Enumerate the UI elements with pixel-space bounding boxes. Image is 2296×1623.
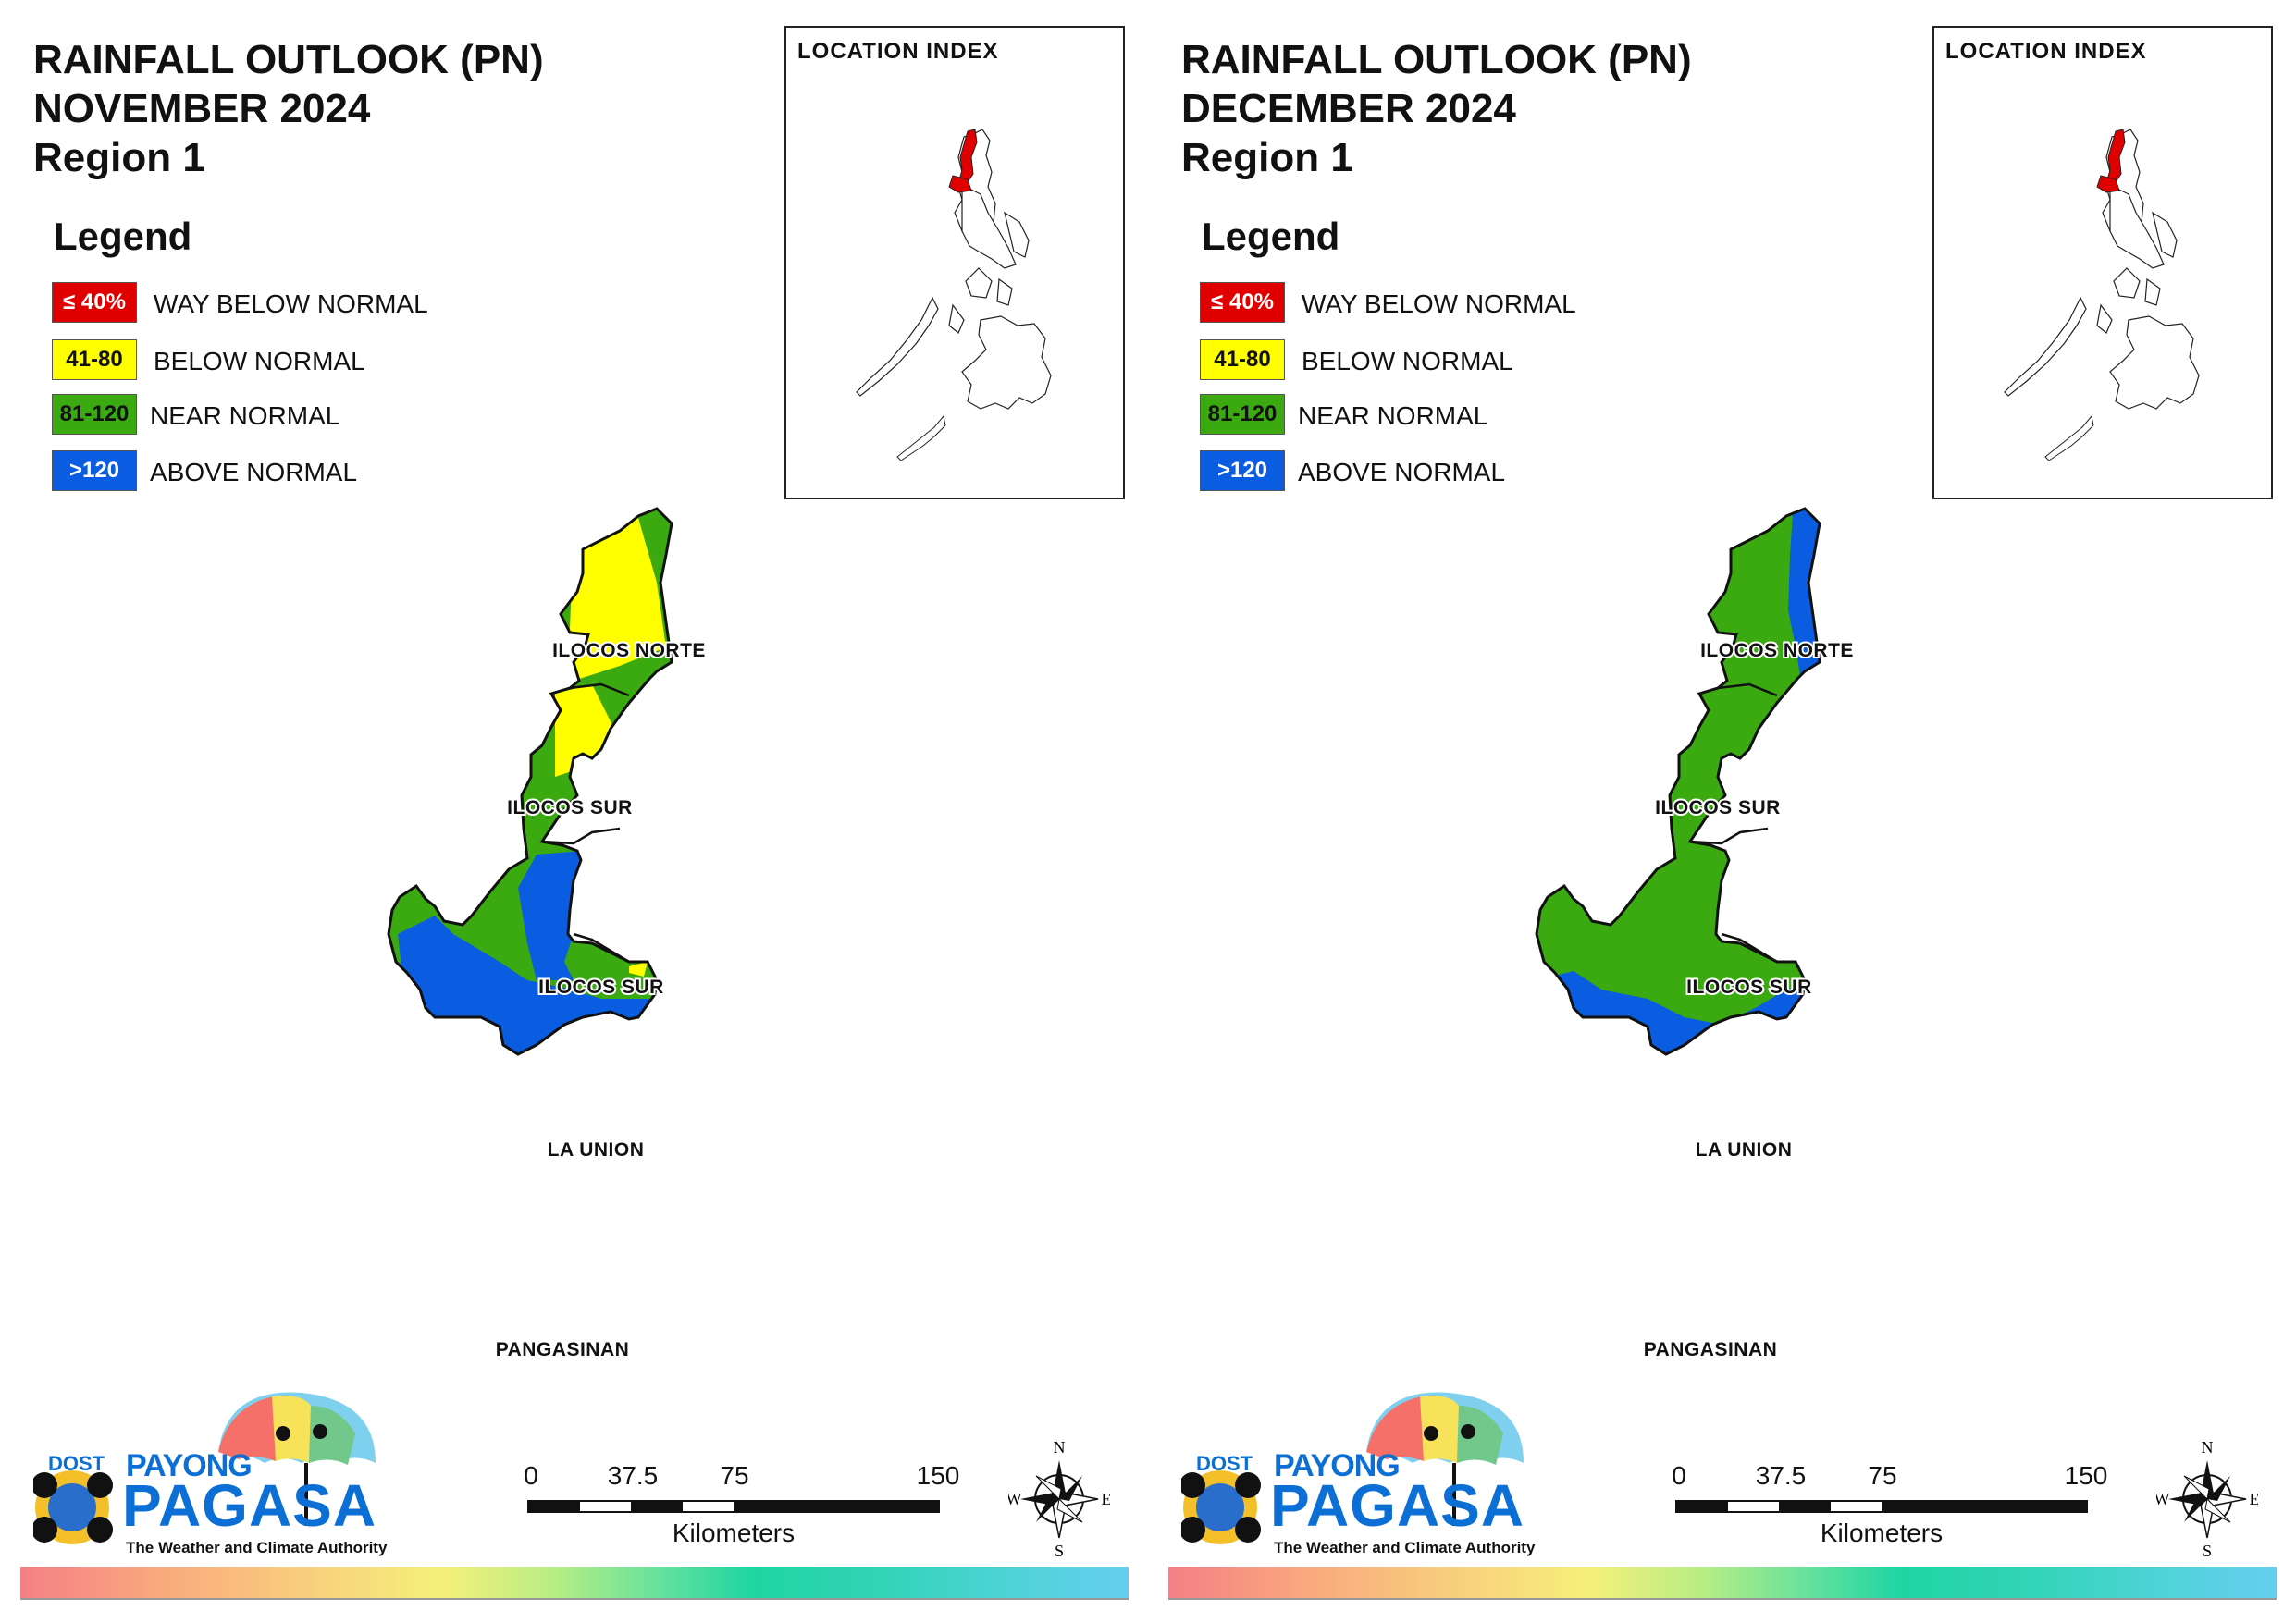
compass-w: W — [1008, 1490, 1022, 1508]
location-index-title: LOCATION INDEX — [797, 39, 999, 64]
province-label-pangasinan: PANGASINAN — [1644, 1339, 1778, 1360]
logo-payong-text: PAYONG — [126, 1448, 253, 1483]
scale-bar-graphic — [1675, 1500, 2088, 1513]
legend-label: ABOVE NORMAL — [150, 458, 358, 486]
compass-e: E — [1102, 1490, 1111, 1508]
map-title: RAINFALL OUTLOOK (PN) NOVEMBER 2024 Regi… — [33, 35, 544, 182]
scale-label: 0 — [524, 1461, 538, 1490]
location-index-title: LOCATION INDEX — [1945, 39, 2147, 64]
legend-label: ABOVE NORMAL — [1298, 458, 1506, 486]
legend-swatch: 81-120 — [52, 394, 137, 435]
scale-label: 0 — [1672, 1461, 1686, 1490]
compass-s: S — [2203, 1542, 2212, 1558]
location-index-inset: LOCATION INDEX — [1932, 26, 2273, 499]
scale-unit: Kilometers — [672, 1518, 796, 1547]
logo-payong-text: PAYONG — [1274, 1448, 1401, 1483]
region-1-rainfall-map: ILOCOS NORTE ILOCOS SUR ILOCOS SUR LA UN… — [1535, 507, 1855, 1362]
logo-pagasa-text: PAGASA — [1270, 1472, 1525, 1539]
logo-dost-text: DOST — [48, 1452, 105, 1475]
province-label-ilocos-norte: ILOCOS NORTE — [1700, 640, 1854, 661]
stripe-baseline — [20, 1598, 1129, 1600]
logo-dost-text: DOST — [1196, 1452, 1253, 1475]
scale-label: 150 — [2064, 1461, 2108, 1490]
legend-label: NEAR NORMAL — [150, 401, 340, 430]
color-stripe-footer — [1168, 1567, 2277, 1598]
compass-rose-icon: N E S W — [2156, 1438, 2258, 1558]
scale-label: 75 — [1868, 1461, 1897, 1490]
region-1-rainfall-map: ILOCOS NORTE ILOCOS SUR ILOCOS SUR LA UN… — [387, 507, 707, 1362]
legend-label: BELOW NORMAL — [154, 347, 365, 375]
payong-pagasa-logo: DOST PAYONG PAGASA The Weather and Clima… — [1181, 1387, 1551, 1563]
title-line-3: Region 1 — [1181, 135, 1353, 180]
outlook-panel-november: RAINFALL OUTLOOK (PN) NOVEMBER 2024 Regi… — [20, 26, 1129, 1600]
color-stripe-footer — [20, 1567, 1129, 1598]
title-line-2: DECEMBER 2024 — [1181, 86, 1516, 131]
compass-rose-icon: N E S W — [1008, 1438, 1110, 1558]
stripe-baseline — [1168, 1598, 2277, 1600]
legend-heading: Legend — [1202, 215, 1340, 258]
compass-n: N — [2202, 1438, 2214, 1457]
province-label-ilocos-norte: ILOCOS NORTE — [552, 640, 706, 661]
province-label-pangasinan: PANGASINAN — [496, 1339, 630, 1360]
province-label-ilocos-sur: ILOCOS SUR — [1686, 977, 1812, 998]
logo-pagasa-text: PAGASA — [122, 1472, 377, 1539]
compass-w: W — [2156, 1490, 2170, 1508]
legend-label: WAY BELOW NORMAL — [154, 289, 428, 318]
title-line-1: RAINFALL OUTLOOK (PN) — [1181, 37, 1692, 82]
payong-pagasa-logo: DOST PAYONG PAGASA The Weather and Clima… — [33, 1387, 403, 1563]
title-line-2: NOVEMBER 2024 — [33, 86, 371, 131]
scale-label: 37.5 — [607, 1461, 659, 1490]
scale-unit: Kilometers — [1820, 1518, 1944, 1547]
legend-swatch: >120 — [52, 450, 137, 491]
title-line-3: Region 1 — [33, 135, 205, 180]
umbrella-icon — [33, 1392, 376, 1544]
compass-e: E — [2250, 1490, 2259, 1508]
scale-bar-graphic — [527, 1500, 940, 1513]
legend-swatch: 81-120 — [1200, 394, 1285, 435]
compass-n: N — [1054, 1438, 1066, 1457]
philippines-outline-map — [856, 129, 1052, 461]
philippines-outline-map — [2004, 129, 2200, 461]
province-label-ilocos-sur: ILOCOS SUR — [1655, 797, 1781, 818]
location-index-inset: LOCATION INDEX — [784, 26, 1125, 499]
legend-swatch: 41-80 — [52, 339, 137, 380]
province-label-la-union: LA UNION — [548, 1139, 645, 1161]
scale-label: 37.5 — [1755, 1461, 1807, 1490]
outlook-panel-december: RAINFALL OUTLOOK (PN) DECEMBER 2024 Regi… — [1148, 0, 2296, 1623]
legend-label: NEAR NORMAL — [1298, 401, 1488, 430]
province-label-ilocos-sur: ILOCOS SUR — [538, 977, 664, 998]
legend-swatch: >120 — [1200, 450, 1285, 491]
logo-tagline: The Weather and Climate Authority — [126, 1539, 388, 1556]
legend-heading: Legend — [54, 215, 192, 258]
scale-label: 150 — [916, 1461, 960, 1490]
legend-swatch: 41-80 — [1200, 339, 1285, 380]
scale-bar: 0 37.5 75 150 Kilometers — [524, 1461, 959, 1547]
legend-label: WAY BELOW NORMAL — [1302, 289, 1576, 318]
province-label-la-union: LA UNION — [1696, 1139, 1793, 1161]
map-title: RAINFALL OUTLOOK (PN) DECEMBER 2024 Regi… — [1181, 35, 1692, 182]
legend-label: BELOW NORMAL — [1302, 347, 1513, 375]
compass-s: S — [1055, 1542, 1064, 1558]
umbrella-icon — [1181, 1392, 1524, 1544]
scale-bar: 0 37.5 75 150 Kilometers — [1672, 1461, 2107, 1547]
title-line-1: RAINFALL OUTLOOK (PN) — [33, 37, 544, 82]
logo-tagline: The Weather and Climate Authority — [1274, 1539, 1536, 1556]
legend-swatch: ≤ 40% — [52, 282, 137, 323]
legend-swatch: ≤ 40% — [1200, 282, 1285, 323]
scale-label: 75 — [720, 1461, 749, 1490]
province-label-ilocos-sur: ILOCOS SUR — [507, 797, 633, 818]
